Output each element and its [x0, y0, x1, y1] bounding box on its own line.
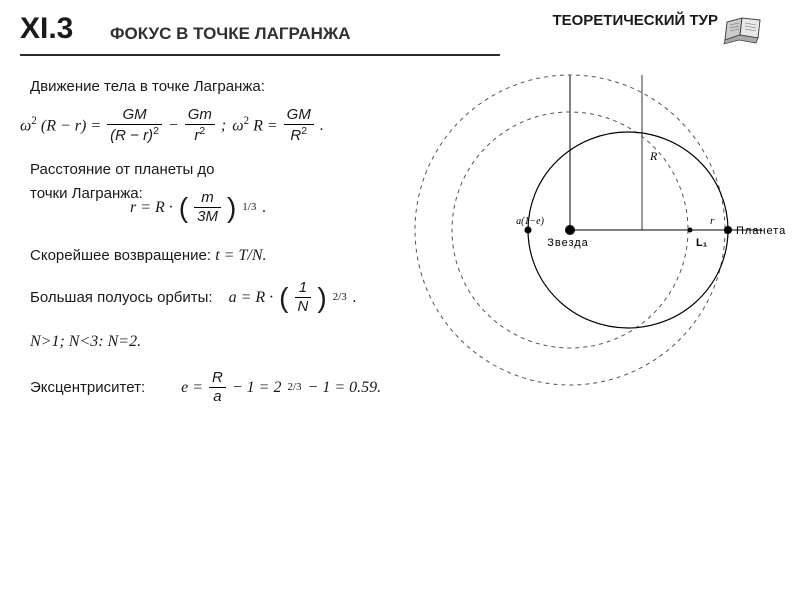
eq-num: GM — [284, 106, 314, 125]
motion-label: Движение тела в точке Лагранжа: — [30, 78, 390, 96]
eq-sym: ω — [20, 118, 31, 135]
eq-period: . — [320, 116, 324, 135]
problem-number: XI.3 — [20, 12, 73, 46]
eq-part: (R − r) = — [41, 118, 101, 135]
r-label: r — [710, 215, 715, 227]
eq-sup: 2 — [31, 115, 37, 127]
orbit-diagram: R r a(1−e) Звезда L₁ Планета — [390, 60, 790, 380]
eq-part: R = — [253, 118, 278, 135]
eq-sup: 2 — [301, 125, 307, 137]
eccentricity-label: Эксцентриситет: — [30, 379, 145, 397]
eq-part: a = R · — [229, 288, 274, 307]
eq-frac: GM (R − r)2 — [107, 106, 162, 145]
planet-label: Планета — [736, 225, 786, 237]
equation-omega: ω2 (R − r) = GM (R − r)2 − Gm r2 ; ω2 R … — [20, 106, 390, 145]
content-column: Движение тела в точке Лагранжа: ω2 (R − … — [30, 78, 390, 422]
equation-r: r = R · ( m 3M ) 1/3 . — [130, 189, 390, 226]
eq-num: m — [194, 189, 221, 208]
eq-sym: ω — [232, 118, 243, 135]
eq-sup: 2 — [244, 115, 250, 127]
page-title: ФОКУС В ТОЧКЕ ЛАГРАНЖА — [110, 24, 351, 44]
eq-sup: 2 — [199, 125, 205, 137]
equation-return: t = T/N. — [215, 247, 266, 264]
eq-exp: 2/3 — [333, 291, 347, 304]
eq-part: e = — [181, 378, 203, 397]
eq-num: GM — [107, 106, 162, 125]
eq-period: . — [262, 198, 266, 217]
eq-exp: 2/3 — [287, 381, 301, 394]
distance-label-1: Расстояние от планеты до — [30, 161, 390, 179]
eq-exp: 1/3 — [242, 201, 256, 214]
eq-frac: 1 N — [295, 279, 312, 316]
tour-label: ТЕОРЕТИЧЕСКИЙ ТУР — [552, 12, 718, 29]
eq-frac: R a — [209, 369, 226, 406]
eq-den: N — [295, 298, 312, 316]
title-underline — [20, 54, 500, 56]
semimajor-line: Большая полуось орбиты: a = R · ( 1 N ) … — [30, 279, 390, 316]
N-condition: N>1; N<3: N=2. — [30, 332, 390, 351]
eq-sup: 2 — [153, 125, 159, 137]
eq-part: r = R · — [130, 198, 173, 217]
return-label: Скорейшее возвращение: — [30, 247, 211, 264]
eq-part: − 1 = 2 — [232, 378, 282, 397]
L1-label: L₁ — [696, 237, 708, 249]
eq-period: . — [353, 288, 357, 307]
eq-den: 3M — [194, 208, 221, 226]
header: XI.3 ФОКУС В ТОЧКЕ ЛАГРАНЖА ТЕОРЕТИЧЕСКИ… — [20, 12, 780, 62]
eq-num: R — [209, 369, 226, 388]
eq-den: a — [209, 388, 226, 406]
semimajor-label: Большая полуось орбиты: — [30, 289, 213, 307]
return-line: Скорейшее возвращение: t = T/N. — [30, 246, 390, 265]
eq-num: Gm — [185, 106, 215, 125]
eccentricity-line: Эксцентриситет: e = R a − 1 = 2 2/3 − 1 =… — [30, 369, 390, 406]
book-icon — [720, 10, 770, 50]
eq-sep: ; — [221, 116, 226, 135]
eq-minus: − — [168, 116, 179, 135]
eq-den: (R − r) — [110, 127, 153, 144]
eq-den: R — [290, 127, 301, 144]
eq-frac: m 3M — [194, 189, 221, 226]
eq-part: − 1 = 0.59. — [308, 378, 382, 397]
star-label: Звезда — [547, 237, 589, 249]
eq-frac: Gm r2 — [185, 106, 215, 145]
eq-num: 1 — [295, 279, 312, 298]
a-label: a(1−e) — [516, 216, 545, 227]
R-label: R — [649, 149, 658, 163]
eq-frac: GM R2 — [284, 106, 314, 145]
